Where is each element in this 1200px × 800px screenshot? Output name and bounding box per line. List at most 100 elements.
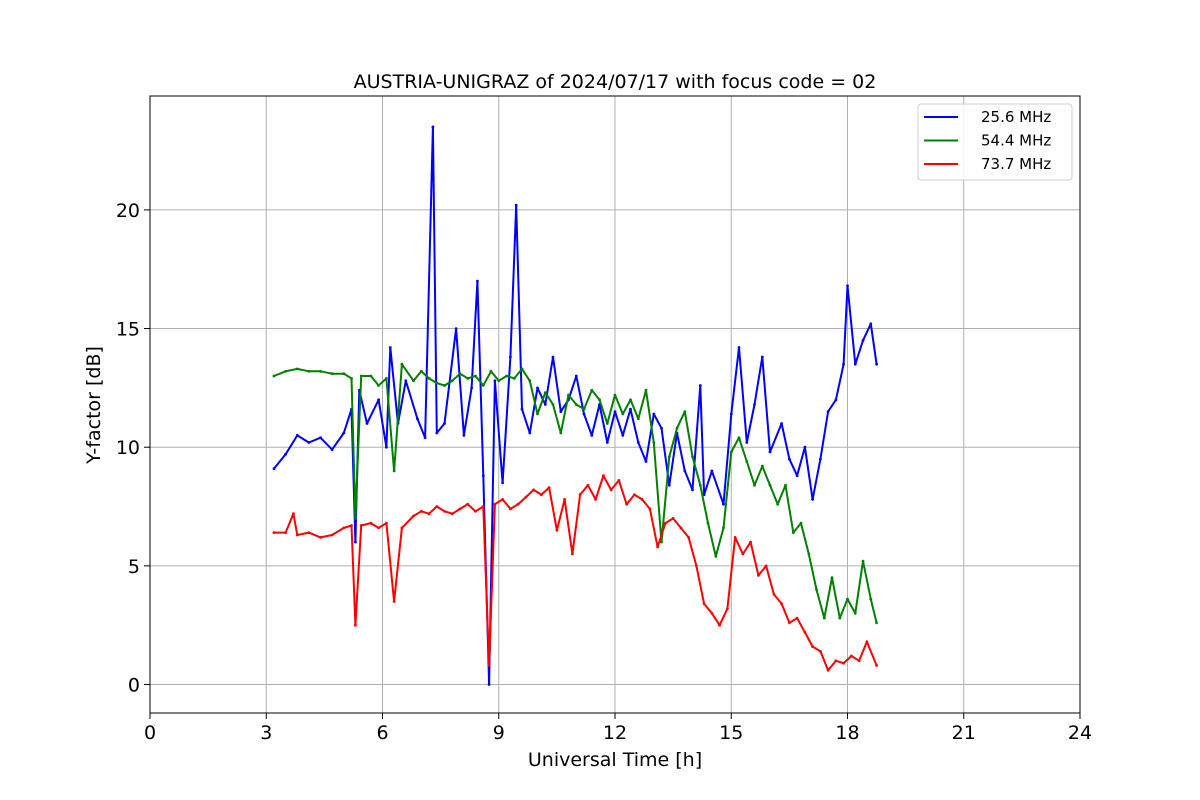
series-2-point [536, 412, 539, 416]
series-2-point [284, 369, 287, 373]
series-3-point [679, 526, 683, 530]
series-2-point [675, 426, 679, 430]
x-tick-label: 6 [376, 722, 388, 744]
series-3-point [412, 514, 415, 518]
series-3-point [443, 509, 446, 513]
series-2-point [613, 393, 617, 397]
series-3-point [555, 528, 559, 532]
series-2-point [776, 502, 780, 506]
series-1-point [846, 284, 849, 288]
series-2-point [729, 450, 733, 454]
series-2-point [272, 374, 276, 378]
series-2-point [605, 422, 609, 425]
series-3-point [702, 602, 706, 606]
series-2-point [481, 384, 485, 387]
series-2-point [458, 372, 462, 376]
series-2-point [838, 616, 842, 620]
series-1-point [295, 434, 299, 437]
series-1-point [842, 362, 845, 366]
series-1-point [559, 410, 563, 413]
series-1-point [476, 279, 479, 283]
series-1-point [487, 683, 491, 686]
series-2-point [830, 576, 834, 580]
series-1-point [729, 412, 733, 416]
series-1-point [803, 445, 807, 449]
series-1-point [435, 431, 439, 435]
series-2-point [815, 588, 818, 591]
series-1-point [702, 493, 706, 497]
series-2-point [861, 559, 865, 563]
series-3-point [540, 493, 543, 497]
series-3-point [516, 502, 520, 506]
legend-label-1: 25.6 MHz [981, 108, 1051, 126]
series-3-point [547, 486, 551, 489]
series-3-point [710, 611, 714, 615]
series-2-point [474, 374, 477, 378]
series-1-point [652, 412, 656, 416]
y-tick-label: 10 [116, 437, 140, 459]
series-3-point [586, 483, 590, 487]
y-tick-label: 15 [116, 319, 140, 341]
x-axis-label: Universal Time [h] [528, 749, 702, 771]
series-1-point [737, 346, 741, 349]
series-2-point [621, 412, 625, 416]
series-1-point [377, 398, 380, 402]
series-2-point [559, 431, 563, 435]
series-2-point [691, 455, 694, 459]
series-2-point [512, 377, 516, 380]
series-1-point [869, 322, 873, 326]
series-2-point [722, 526, 725, 530]
series-1-point [404, 379, 408, 383]
x-tick-label: 9 [493, 722, 505, 744]
series-1-point [551, 355, 555, 359]
series-3-point [617, 479, 621, 482]
series-1-point [330, 448, 334, 451]
series-3-point [392, 600, 396, 603]
series-3-point [764, 564, 768, 568]
series-2-point [683, 410, 687, 413]
series-3-point [788, 621, 791, 625]
series-2-point [435, 381, 439, 385]
series-3-point [640, 498, 644, 501]
series-1-point [811, 498, 814, 501]
series-1-point [745, 441, 749, 444]
y-axis-label: Y-factor [dB] [83, 346, 105, 465]
series-1-point [698, 384, 702, 387]
series-3-point [295, 533, 299, 537]
series-2-point [419, 369, 423, 373]
series-2-point [652, 441, 656, 444]
series-3-point [695, 564, 698, 568]
series-1-point [768, 450, 772, 454]
series-3-point [741, 552, 745, 556]
series-2-point [846, 597, 849, 601]
series-1-point [365, 422, 369, 425]
y-tick-label: 5 [128, 556, 140, 578]
series-3-point [772, 592, 776, 596]
series-1-point [644, 460, 648, 463]
series-3-point [609, 488, 613, 492]
series-1-point [780, 422, 783, 425]
series-2-point [807, 552, 811, 556]
x-tick-label: 21 [952, 722, 976, 744]
series-2-point [489, 369, 493, 373]
series-2-point [791, 531, 795, 534]
axis-ticks: 0 3 6 9 12 15 18 21 24 0 5 10 15 20 [116, 200, 1092, 744]
series-2-point [295, 367, 299, 371]
series-3-point [493, 502, 497, 506]
series-2-point [745, 460, 749, 463]
series-3-point [726, 607, 729, 610]
series-1-point [272, 467, 276, 470]
series-1-point [319, 436, 322, 440]
chart-title: AUSTRIA-UNIGRAZ of 2024/07/17 with focus… [354, 71, 877, 93]
series-3-point [292, 512, 295, 516]
series-1-point [691, 488, 694, 492]
series-2-point [590, 388, 594, 392]
series-3-point [875, 664, 878, 667]
series-2-point [784, 483, 787, 487]
series-3-point [342, 526, 346, 530]
series-1-point [760, 355, 764, 359]
series-2-point [822, 616, 826, 620]
x-tick-label: 3 [260, 722, 272, 744]
series-3-point [532, 488, 535, 492]
